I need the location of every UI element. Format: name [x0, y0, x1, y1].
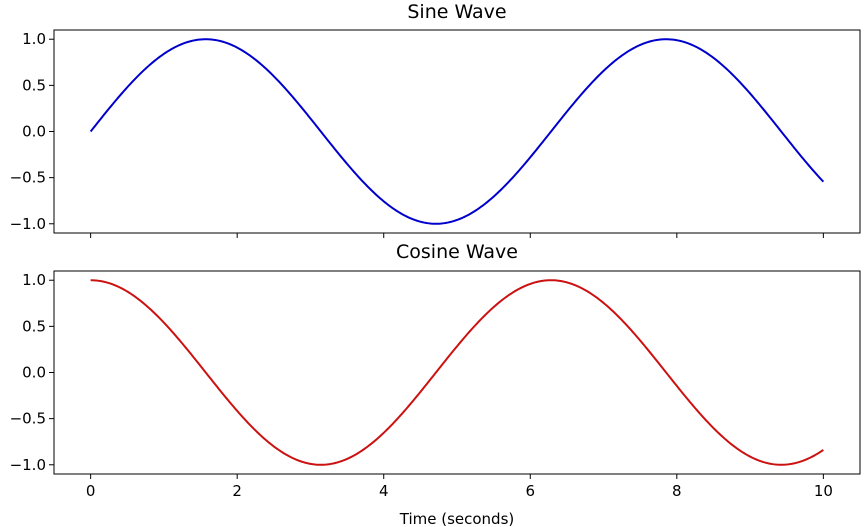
sine-wave-ytick-label: −1.0	[10, 215, 46, 233]
sine-wave-plot-frame	[53, 29, 861, 234]
cosine-wave-plot-frame	[53, 270, 861, 475]
cosine-wave-axes: −1.0 −0.5 0.0 0.5 1.0 0 2 4 6 8 10	[10, 271, 833, 500]
sine-wave-ytick-label: 0.5	[22, 76, 46, 94]
cosine-wave-ytick-label: 0.0	[22, 364, 46, 382]
cosine-wave-xtick-label: 4	[379, 482, 389, 500]
cosine-wave-xtick-label: 2	[232, 482, 242, 500]
sine-wave-series-line	[89, 38, 825, 225]
sine-wave-ytick-label: 1.0	[22, 30, 46, 48]
sine-wave-ytick-label: −0.5	[10, 169, 46, 187]
sine-wave-axes: −1.0 −0.5 0.0 0.5 1.0	[10, 30, 824, 238]
cosine-wave-xtick-label: 6	[525, 482, 535, 500]
cosine-wave-title: Cosine Wave	[396, 241, 518, 263]
sine-wave-title: Sine Wave	[407, 1, 506, 23]
cosine-wave-ytick-label: −0.5	[10, 410, 46, 428]
sine-wave-ytick-label: 0.0	[22, 123, 46, 141]
cosine-wave-xtick-label: 10	[814, 482, 833, 500]
cosine-wave-xtick-label: 0	[86, 482, 96, 500]
sine-wave-plot: Sine Wave −1.0 −0.5 0.0 0.5 1.0	[10, 1, 861, 238]
cosine-wave-xtick-label: 8	[672, 482, 682, 500]
cosine-wave-ytick-label: −1.0	[10, 456, 46, 474]
x-axis-label: Time (seconds)	[399, 510, 515, 527]
cosine-wave-plot: Cosine Wave −1.0 −0.5 0.0 0.5 1.0 0 2 4 6 8 10 Tim…	[10, 241, 861, 527]
cosine-wave-ytick-label: 1.0	[22, 271, 46, 289]
cosine-wave-ytick-label: 0.5	[22, 317, 46, 335]
cosine-wave-series-line	[90, 279, 824, 466]
